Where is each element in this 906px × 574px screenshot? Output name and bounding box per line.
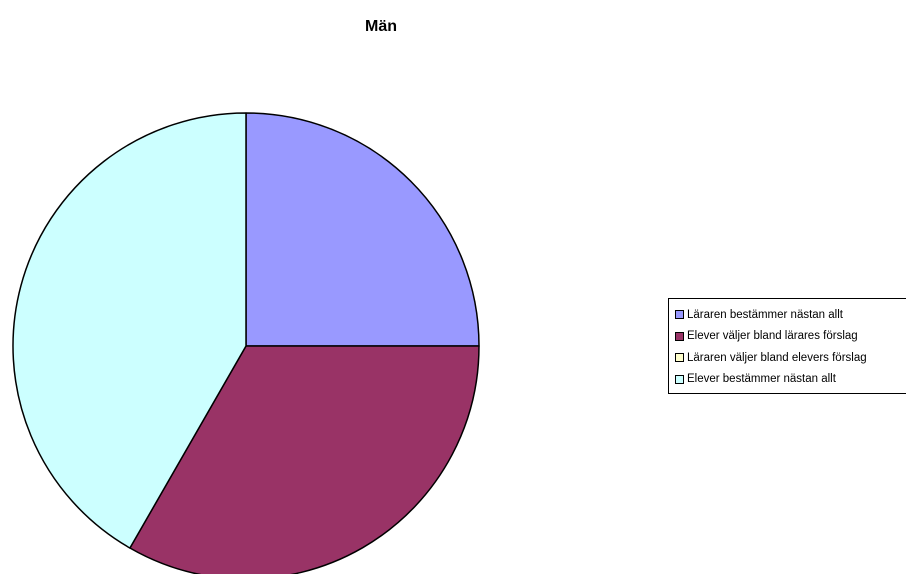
legend-item: Elever väljer bland lärares förslag xyxy=(675,326,906,348)
chart-legend: Läraren bestämmer nästan allt Elever välj… xyxy=(668,298,906,394)
pie-slice-0 xyxy=(245,112,480,347)
legend-swatch xyxy=(675,331,684,341)
legend-label: Läraren väljer bland elevers förslag xyxy=(687,351,867,364)
legend-item: Läraren bestämmer nästan allt xyxy=(675,304,906,326)
chart-title: Män xyxy=(365,18,397,35)
legend-swatch xyxy=(675,310,684,320)
legend-label: Elever bestämmer nästan allt xyxy=(687,373,836,386)
pie-slice-3 xyxy=(12,112,247,549)
legend-label: Elever väljer bland lärares förslag xyxy=(687,330,858,343)
legend-swatch xyxy=(675,353,684,363)
pie-slice-1 xyxy=(129,345,480,574)
legend-item: Elever bestämmer nästan allt xyxy=(675,369,906,391)
legend-item: Läraren väljer bland elevers förslag xyxy=(675,347,906,369)
legend-swatch xyxy=(675,374,684,384)
legend-label: Läraren bestämmer nästan allt xyxy=(687,308,843,321)
